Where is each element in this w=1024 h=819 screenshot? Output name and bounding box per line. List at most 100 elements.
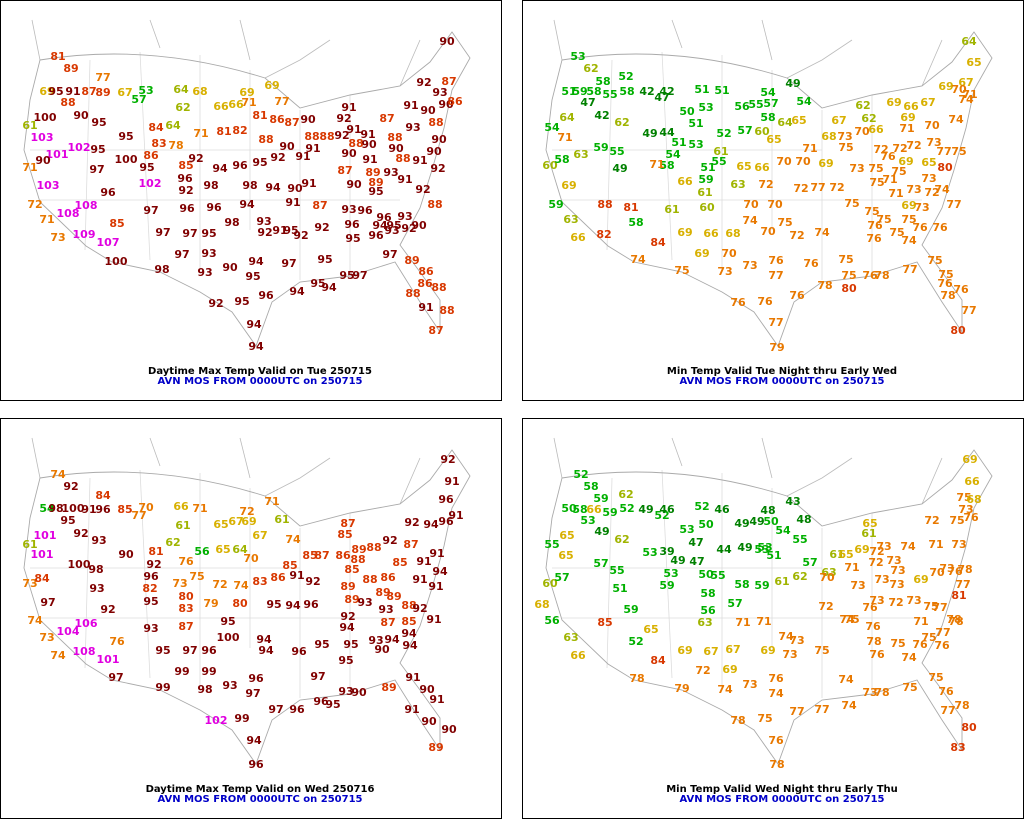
us-outline: [545, 449, 993, 765]
station-temp: 97: [174, 248, 189, 261]
station-temp: 67: [252, 529, 267, 542]
station-temp: 67: [831, 114, 846, 127]
station-temp: 89: [386, 590, 401, 603]
station-temp: 71: [557, 131, 572, 144]
station-temp: 72: [818, 600, 833, 613]
station-temp: 53: [688, 138, 703, 151]
station-temp: 43: [785, 495, 800, 508]
station-temp: 55: [609, 145, 624, 158]
station-temp: 94: [248, 340, 264, 353]
station-temp: 57: [727, 597, 742, 610]
station-temp: 73: [951, 538, 966, 551]
station-temp: 51: [694, 83, 709, 96]
station-temp: 89: [375, 586, 390, 599]
station-temp: 73: [906, 183, 921, 196]
station-temp: 92: [178, 184, 193, 197]
station-temp: 95: [310, 277, 325, 290]
station-temp: 73: [862, 686, 877, 699]
station-temp: 58: [572, 503, 587, 516]
station-temp: 76: [947, 565, 963, 578]
station-temp: 71: [802, 142, 817, 155]
station-temp: 100: [34, 111, 57, 124]
station-temp: 78: [874, 269, 889, 282]
station-temp: 91: [403, 99, 418, 112]
station-temp: 75: [938, 268, 953, 281]
station-temp: 88: [387, 131, 402, 144]
station-temp: 90: [287, 182, 303, 195]
station-temp: 48: [760, 504, 775, 517]
station-temp: 47: [654, 91, 669, 104]
station-temp: 83: [950, 741, 965, 754]
station-temp: 90: [441, 723, 457, 736]
station-temp: 72: [758, 178, 773, 191]
station-temp: 97: [108, 671, 123, 684]
station-temp: 51: [766, 549, 781, 562]
station-temp: 91: [81, 503, 96, 516]
station-temp: 75: [923, 600, 938, 613]
station-temp: 76: [768, 734, 784, 747]
station-temp: 92: [146, 558, 161, 571]
station-temp: 94: [339, 621, 355, 634]
station-temp: 78: [629, 672, 644, 685]
station-temp: 89: [95, 86, 110, 99]
station-temp: 81: [148, 545, 163, 558]
station-temp: 77: [131, 509, 146, 522]
station-temp: 57: [131, 93, 146, 106]
station-temp: 91: [412, 573, 427, 586]
station-temp: 70: [929, 566, 945, 579]
station-temp: 75: [951, 145, 966, 158]
station-temp: 76: [869, 648, 885, 661]
map-title: Min Temp Valid Tue Night thru Early Wed: [667, 366, 897, 377]
station-temp: 95: [314, 638, 329, 651]
station-temp: 93: [256, 215, 271, 228]
station-temp: 70: [776, 155, 792, 168]
station-temp: 73: [782, 648, 797, 661]
station-temp: 57: [802, 556, 817, 569]
station-temp: 100: [115, 153, 138, 166]
station-temp: 62: [175, 101, 190, 114]
station-temp: 78: [730, 714, 745, 727]
station-temp: 62: [792, 570, 807, 583]
station-temp: 53: [580, 514, 595, 527]
station-temp: 65: [838, 548, 853, 561]
station-temp: 67: [958, 76, 973, 89]
station-temp: 76: [866, 232, 882, 245]
station-temp: 74: [50, 649, 66, 662]
station-temp: 84: [148, 121, 164, 134]
station-temp: 100: [62, 502, 85, 515]
station-temp: 85: [302, 549, 317, 562]
station-temp: 94: [402, 639, 418, 652]
station-temp: 65: [921, 156, 936, 169]
station-temp: 104: [57, 625, 80, 638]
station-temp: 95: [201, 227, 216, 240]
station-temp: 88: [362, 573, 377, 586]
station-temp: 95: [339, 269, 354, 282]
station-temp: 87: [81, 85, 96, 98]
station-temp: 87: [340, 517, 355, 530]
station-temp: 72: [869, 545, 884, 558]
map-panel: Daytime Max Temp Valid on Tue 250715AVN …: [0, 0, 502, 401]
station-temp: 71: [882, 173, 897, 186]
station-temp: 76: [937, 277, 953, 290]
station-temp: 42: [659, 85, 674, 98]
station-temp: 95: [143, 595, 158, 608]
station-temp: 75: [777, 216, 792, 229]
station-temp: 95: [386, 219, 401, 232]
station-temp: 87: [314, 549, 329, 562]
station-temp: 90: [411, 219, 427, 232]
station-temp: 108: [57, 207, 80, 220]
station-temp: 90: [35, 154, 51, 167]
station-temp: 78: [946, 613, 961, 626]
station-temp: 81: [50, 50, 65, 63]
map-title: Min Temp Valid Wed Night thru Early Thu: [666, 784, 898, 795]
station-temp: 90: [279, 140, 295, 153]
station-temp: 74: [958, 93, 974, 106]
station-temp: 85: [337, 528, 352, 541]
station-temp: 77: [936, 145, 951, 158]
station-temp: 59: [659, 579, 674, 592]
station-temp: 78: [874, 686, 889, 699]
station-temp: 39: [659, 545, 674, 558]
station-temp: 51: [612, 582, 627, 595]
station-temp: 74: [285, 533, 301, 546]
station-temp: 73: [172, 577, 187, 590]
